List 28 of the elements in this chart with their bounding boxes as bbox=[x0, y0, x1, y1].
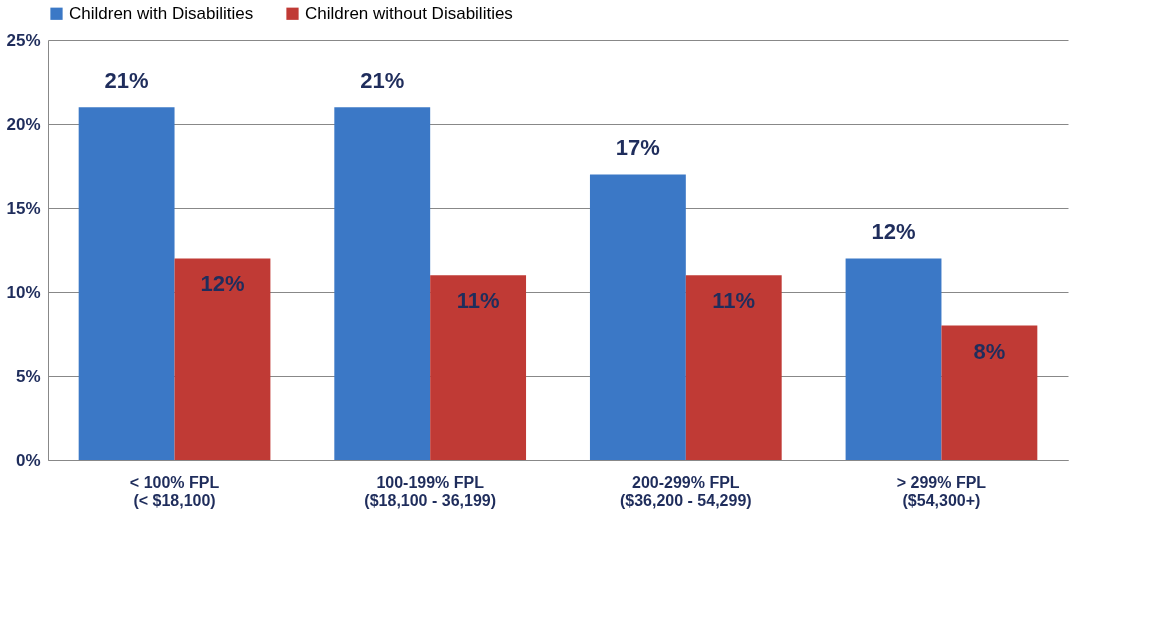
y-tick-label: 5% bbox=[15, 366, 41, 386]
data-label: 11% bbox=[456, 288, 500, 314]
x-tick-label: < 100% FPL (< $18,100) bbox=[129, 473, 220, 509]
y-tick-label: 10% bbox=[6, 282, 41, 302]
x-tick-label: 100-199% FPL ($18,100 - 36,199) bbox=[364, 473, 497, 509]
bar bbox=[430, 275, 527, 460]
bar bbox=[334, 107, 431, 460]
y-tick-label: 25% bbox=[6, 30, 41, 50]
x-tick-label: 200-299% FPL ($36,200 - 54,299) bbox=[619, 473, 752, 509]
data-label: 21% bbox=[104, 68, 149, 94]
data-label: 17% bbox=[615, 135, 660, 161]
bar bbox=[685, 275, 782, 460]
data-label: 8% bbox=[973, 338, 1006, 364]
bar bbox=[941, 325, 1038, 460]
bar bbox=[174, 258, 271, 460]
bar bbox=[589, 174, 686, 460]
y-tick-label: 20% bbox=[6, 114, 41, 134]
x-tick-label: > 299% FPL ($54,300+) bbox=[896, 473, 987, 509]
y-tick-label: 15% bbox=[6, 198, 41, 218]
bar bbox=[845, 258, 942, 460]
bar bbox=[78, 107, 175, 460]
data-label: 12% bbox=[871, 219, 916, 245]
data-label: 12% bbox=[200, 271, 245, 297]
legend-label: Children without Disabilities bbox=[305, 3, 513, 23]
legend-label: Children with Disabilities bbox=[69, 3, 254, 23]
data-label: 21% bbox=[360, 68, 405, 94]
y-tick-label: 0% bbox=[15, 450, 41, 470]
data-label: 11% bbox=[712, 288, 756, 314]
